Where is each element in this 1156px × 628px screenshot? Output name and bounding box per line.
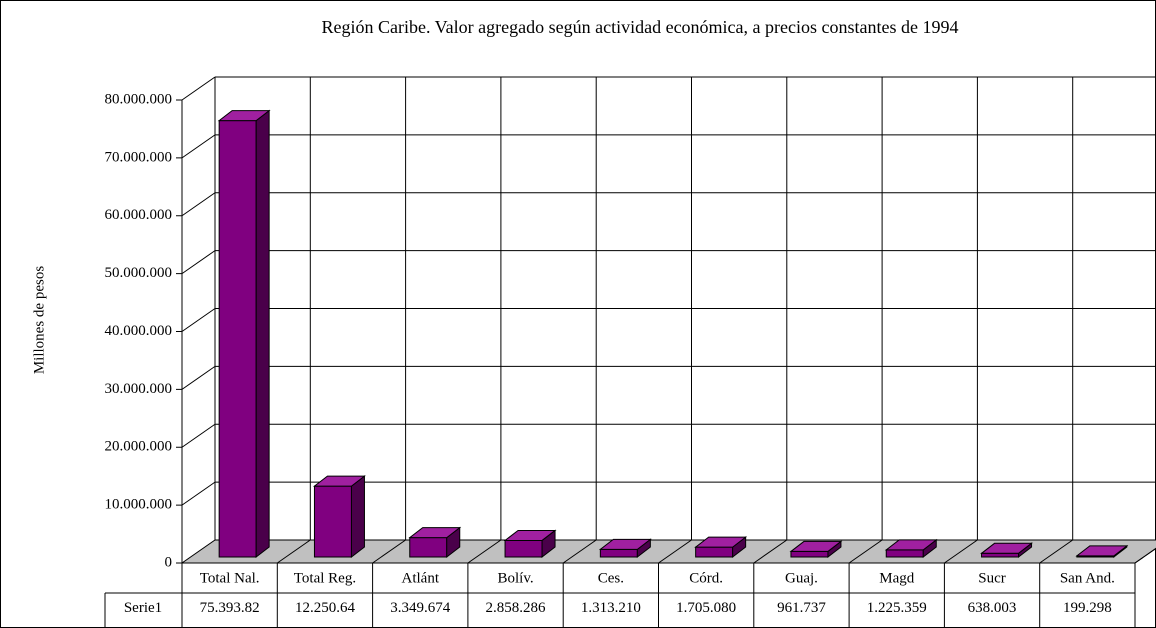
- bar: [408, 526, 462, 559]
- grid-line: [181, 308, 216, 332]
- y-tick-label: 30.000.000: [105, 381, 173, 397]
- value-label: 3.349.674: [390, 600, 451, 616]
- bar-top: [980, 542, 1034, 554]
- y-tick-label: 50.000.000: [105, 265, 173, 281]
- x-tick-label: Total Reg.: [294, 570, 356, 586]
- floor-divider: [562, 539, 597, 564]
- bar-top: [598, 538, 652, 550]
- bar: [884, 538, 938, 559]
- value-label: 199.298: [1063, 600, 1112, 616]
- bar-top: [694, 536, 748, 548]
- x-tick-label: Ces.: [598, 570, 624, 586]
- bar-front: [409, 537, 448, 558]
- bar: [217, 109, 271, 559]
- bar-top: [884, 539, 938, 551]
- y-tick-label: 60.000.000: [105, 207, 173, 223]
- bar-front: [313, 485, 352, 558]
- bar-top: [312, 475, 366, 487]
- bar: [598, 538, 652, 559]
- chart-title: Región Caribe. Valor agregado según acti…: [321, 17, 959, 37]
- floor-divider: [277, 539, 311, 564]
- grid-line: [181, 76, 216, 101]
- x-tick-label: Total Nal.: [200, 570, 260, 586]
- floor-divider: [467, 539, 502, 564]
- floor-divider: [658, 539, 692, 564]
- bar-side: [255, 109, 270, 559]
- floor-divider: [753, 539, 788, 564]
- bar-top: [789, 540, 843, 552]
- bar-front: [599, 548, 638, 558]
- x-tick-label: Atlánt: [402, 570, 440, 586]
- value-label: 638.003: [968, 600, 1017, 616]
- value-label: 1.705.080: [676, 600, 736, 616]
- bar-side: [350, 475, 365, 559]
- bar-front: [504, 539, 543, 558]
- bar: [789, 540, 843, 559]
- y-tick-label: 10.000.000: [105, 497, 173, 513]
- bar-front: [790, 550, 829, 558]
- value-label: 2.858.286: [486, 600, 547, 616]
- value-label: 961.737: [777, 600, 826, 616]
- bar-front: [885, 549, 924, 558]
- floor-divider: [1134, 547, 1156, 564]
- floor-divider: [848, 539, 883, 564]
- y-tick-label: 40.000.000: [105, 323, 173, 339]
- bar-front: [218, 120, 257, 558]
- bar: [1075, 544, 1129, 559]
- bar: [694, 536, 748, 559]
- floor-divider: [1039, 539, 1073, 564]
- floor-divider: [944, 539, 978, 564]
- x-tick-label: San And.: [1060, 570, 1115, 586]
- grid-line: [181, 423, 216, 448]
- y-axis-label: Millones de pesos: [31, 266, 47, 374]
- x-tick-label: Córd.: [689, 570, 723, 586]
- x-tick-label: Guaj.: [785, 570, 818, 586]
- grid-line: [181, 192, 216, 217]
- grid-line: [181, 365, 216, 390]
- x-tick-label: Sucr: [978, 570, 1006, 586]
- bar: [980, 542, 1034, 559]
- y-tick-label: 20.000.000: [105, 439, 173, 455]
- value-label: 12.250.64: [295, 600, 356, 616]
- bar: [312, 475, 366, 559]
- y-tick-label: 70.000.000: [105, 149, 173, 165]
- y-tick-label: 0: [165, 554, 173, 570]
- grid-line: [181, 250, 216, 275]
- bar-top: [408, 527, 462, 539]
- x-tick-label: Bolív.: [497, 570, 533, 586]
- floor-divider: [372, 539, 406, 564]
- bar-top: [1075, 545, 1129, 557]
- bar: [503, 529, 557, 559]
- grid-line: [181, 481, 216, 506]
- x-tick-label: Magd: [879, 570, 914, 586]
- value-label: 75.393.82: [200, 600, 260, 616]
- value-label: 1.225.359: [867, 600, 927, 616]
- legend-label: Serie1: [124, 600, 162, 616]
- value-label: 1.313.210: [581, 600, 641, 616]
- y-tick-label: 80.000.000: [105, 91, 173, 107]
- grid-line: [181, 134, 216, 159]
- bar-top: [503, 529, 557, 541]
- bar-front: [981, 552, 1020, 558]
- bar-top: [217, 110, 271, 122]
- bar-front: [695, 546, 734, 558]
